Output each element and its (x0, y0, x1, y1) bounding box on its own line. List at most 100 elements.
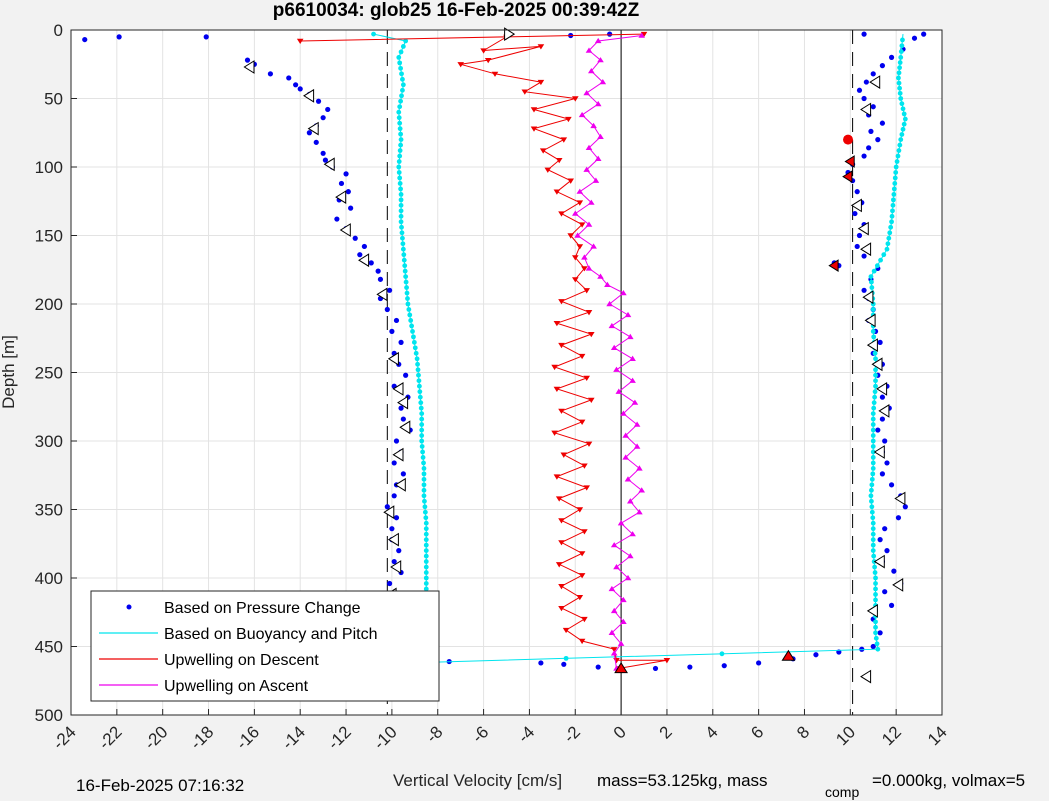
x-tick-label: -24 (49, 722, 80, 753)
data-point (882, 589, 888, 595)
data-point (422, 509, 428, 515)
data-marker (555, 562, 563, 568)
data-point (900, 106, 906, 112)
footer-timestamp: 16-Feb-2025 07:16:32 (76, 776, 244, 795)
data-point (400, 471, 406, 477)
data-point (345, 189, 351, 195)
y-tick-label: 300 (35, 432, 63, 451)
data-marker (578, 353, 586, 360)
data-point (297, 86, 303, 92)
data-point (404, 290, 410, 296)
data-point (869, 498, 874, 504)
data-point (399, 224, 404, 230)
data-point (897, 60, 903, 65)
data-point (877, 537, 883, 543)
data-point (870, 520, 876, 526)
data-marker (537, 44, 545, 50)
data-point (400, 241, 406, 247)
data-point (423, 570, 429, 575)
data-point (398, 213, 404, 219)
data-marker (585, 265, 593, 271)
data-point (397, 60, 403, 66)
data-point (423, 559, 429, 564)
data-point (315, 98, 322, 104)
data-point (403, 38, 409, 44)
data-point (417, 383, 422, 389)
data-point (398, 202, 404, 208)
data-point (756, 660, 762, 666)
data-marker (828, 259, 839, 273)
data-marker (581, 529, 588, 535)
data-point (417, 394, 423, 400)
data-point (873, 372, 878, 378)
data-point (871, 553, 877, 559)
data-marker (581, 463, 588, 469)
data-point (900, 126, 906, 132)
data-point (398, 65, 404, 71)
data-point (875, 646, 881, 652)
data-marker (565, 116, 572, 123)
data-point (423, 515, 429, 521)
data-marker (599, 78, 607, 85)
data-marker (608, 629, 616, 635)
data-point (868, 128, 874, 134)
data-marker (627, 333, 634, 340)
data-marker (594, 100, 602, 107)
data-marker (587, 332, 595, 338)
data-point (873, 624, 878, 630)
data-point (398, 405, 404, 411)
data-point (873, 581, 878, 586)
x-tick-label: -4 (514, 722, 538, 746)
data-marker (358, 253, 370, 268)
data-point (334, 216, 340, 222)
data-point (889, 219, 894, 225)
data-point (406, 307, 412, 312)
data-point (873, 356, 878, 362)
data-point (422, 498, 427, 504)
data-marker (636, 465, 643, 471)
data-marker (844, 155, 855, 168)
data-point (405, 296, 410, 301)
data-marker (555, 496, 563, 502)
data-marker (558, 342, 565, 349)
data-marker (638, 32, 645, 38)
data-marker (551, 364, 558, 371)
data-point (866, 145, 872, 151)
data-point (322, 157, 329, 163)
data-marker (376, 287, 388, 302)
data-point (856, 87, 863, 93)
data-point (396, 55, 402, 60)
data-marker (484, 58, 492, 64)
data-point (400, 44, 406, 49)
data-point (870, 526, 876, 532)
data-marker (578, 419, 586, 425)
x-tick-label: 4 (701, 722, 721, 742)
data-point (895, 515, 902, 521)
data-point (399, 71, 404, 77)
data-point (421, 466, 427, 471)
x-tick-label: 10 (832, 722, 859, 749)
y-tick-label: 450 (35, 638, 63, 657)
data-marker (387, 351, 399, 366)
data-point (870, 422, 876, 427)
data-point (868, 493, 874, 499)
data-marker (558, 584, 565, 590)
data-point (896, 80, 902, 86)
data-marker (608, 322, 616, 329)
data-point (400, 87, 405, 93)
data-point (402, 268, 408, 274)
data-point (861, 153, 867, 159)
data-point (869, 476, 875, 482)
data-point (396, 115, 402, 121)
x-tick-label: -2 (560, 722, 584, 746)
data-point (891, 192, 897, 197)
data-point (403, 274, 409, 279)
data-marker (878, 403, 890, 418)
data-point (899, 132, 905, 137)
data-point (410, 329, 415, 334)
data-point (398, 186, 404, 192)
data-point (870, 466, 876, 471)
data-point (411, 334, 416, 340)
data-marker (860, 242, 872, 257)
